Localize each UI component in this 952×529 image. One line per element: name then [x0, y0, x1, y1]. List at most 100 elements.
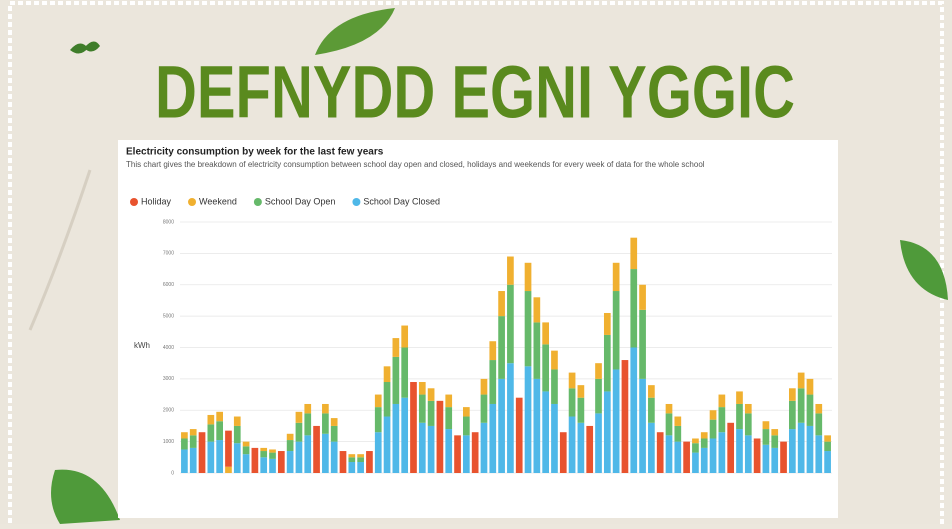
- bar-segment: [181, 449, 188, 473]
- bar-segment: [340, 451, 347, 473]
- bar-segment: [507, 285, 514, 363]
- bar-segment: [701, 432, 708, 438]
- y-tick-label: 6000: [163, 282, 174, 288]
- bar-segment: [763, 421, 770, 429]
- bar-segment: [260, 451, 267, 457]
- bar-segment: [815, 435, 822, 473]
- bar-segment: [701, 438, 708, 447]
- bar-segment: [613, 263, 620, 291]
- bar-segment: [569, 417, 576, 473]
- bar-segment: [807, 379, 814, 395]
- bar-segment: [727, 423, 734, 473]
- chart-title: Electricity consumption by week for the …: [126, 147, 384, 158]
- bar-segment: [463, 435, 470, 473]
- bar-segment: [225, 431, 232, 467]
- bar-segment: [234, 426, 241, 443]
- bar-segment: [489, 404, 496, 473]
- bar-segment: [578, 398, 585, 423]
- bar-segment: [348, 454, 355, 457]
- bar-segment: [807, 426, 814, 473]
- bar-segment: [269, 449, 276, 452]
- bar-segment: [542, 344, 549, 391]
- bar-segment: [745, 435, 752, 473]
- bar-segment: [322, 404, 329, 413]
- bar-segment: [736, 391, 743, 404]
- bar-segment: [719, 432, 726, 473]
- bar-segment: [595, 413, 602, 473]
- bar-segment: [516, 398, 523, 473]
- bar-segment: [243, 454, 250, 473]
- y-tick-label: 5000: [163, 313, 174, 319]
- bar-segment: [216, 421, 223, 440]
- bar-segment: [357, 457, 364, 462]
- bar-segment: [287, 451, 294, 473]
- bar-segment: [489, 341, 496, 360]
- bar-segment: [375, 432, 382, 473]
- bar-segment: [216, 440, 223, 473]
- bar-segment: [542, 322, 549, 344]
- bar-segment: [578, 385, 585, 398]
- bar-segment: [789, 401, 796, 429]
- bar-segment: [296, 423, 303, 442]
- bar-segment: [533, 379, 540, 473]
- bar-segment: [216, 412, 223, 421]
- bar-segment: [824, 451, 831, 473]
- bar-segment: [560, 432, 567, 473]
- bar-segment: [419, 423, 426, 473]
- bar-segment: [410, 382, 417, 473]
- y-tick-label: 8000: [163, 219, 174, 225]
- bar-segment: [630, 348, 637, 474]
- bar-segment: [692, 453, 699, 473]
- bar-segment: [578, 423, 585, 473]
- legend-label: Holiday: [141, 196, 172, 206]
- bar-segment: [533, 322, 540, 378]
- bar-segment: [745, 413, 752, 435]
- bar-segment: [586, 426, 593, 473]
- bar-segment: [481, 423, 488, 473]
- bar-segment: [789, 388, 796, 401]
- bar-segment: [771, 435, 778, 448]
- bar-segment: [234, 417, 241, 426]
- bar-segment: [745, 404, 752, 413]
- bar-segment: [692, 443, 699, 452]
- bar-segment: [789, 429, 796, 473]
- bar-segment: [551, 369, 558, 404]
- bar-segment: [719, 407, 726, 432]
- y-tick-label: 4000: [163, 345, 174, 351]
- bar-segment: [630, 238, 637, 269]
- bar-segment: [287, 434, 294, 440]
- bar-segment: [304, 404, 311, 413]
- bar-segment: [639, 310, 646, 379]
- bar-segment: [807, 395, 814, 426]
- bar-segment: [754, 438, 761, 473]
- bar-segment: [736, 429, 743, 473]
- y-tick-label: 0: [171, 470, 174, 476]
- bar-segment: [393, 338, 400, 357]
- bar-segment: [331, 426, 338, 442]
- bar-segment: [666, 413, 673, 435]
- bar-segment: [595, 379, 602, 414]
- bar-segment: [692, 438, 699, 443]
- bar-segment: [648, 398, 655, 423]
- y-tick-label: 1000: [163, 439, 174, 445]
- bar-segment: [569, 373, 576, 389]
- bar-segment: [674, 426, 681, 442]
- bar-segment: [393, 357, 400, 404]
- bar-segment: [666, 404, 673, 413]
- bar-segment: [437, 401, 444, 473]
- y-tick-label: 2000: [163, 408, 174, 414]
- bar-segment: [815, 413, 822, 435]
- bar-segment: [401, 398, 408, 473]
- y-axis-label: kWh: [134, 341, 150, 350]
- bar-segment: [736, 404, 743, 429]
- bar-segment: [384, 417, 391, 473]
- bar-segment: [445, 395, 452, 408]
- bar-segment: [639, 285, 646, 310]
- bar-segment: [824, 435, 831, 441]
- bar-segment: [401, 326, 408, 348]
- bar-segment: [243, 446, 250, 454]
- bar-segment: [498, 291, 505, 316]
- bar-segment: [190, 448, 197, 473]
- bar-segment: [207, 442, 214, 473]
- bar-segment: [481, 379, 488, 395]
